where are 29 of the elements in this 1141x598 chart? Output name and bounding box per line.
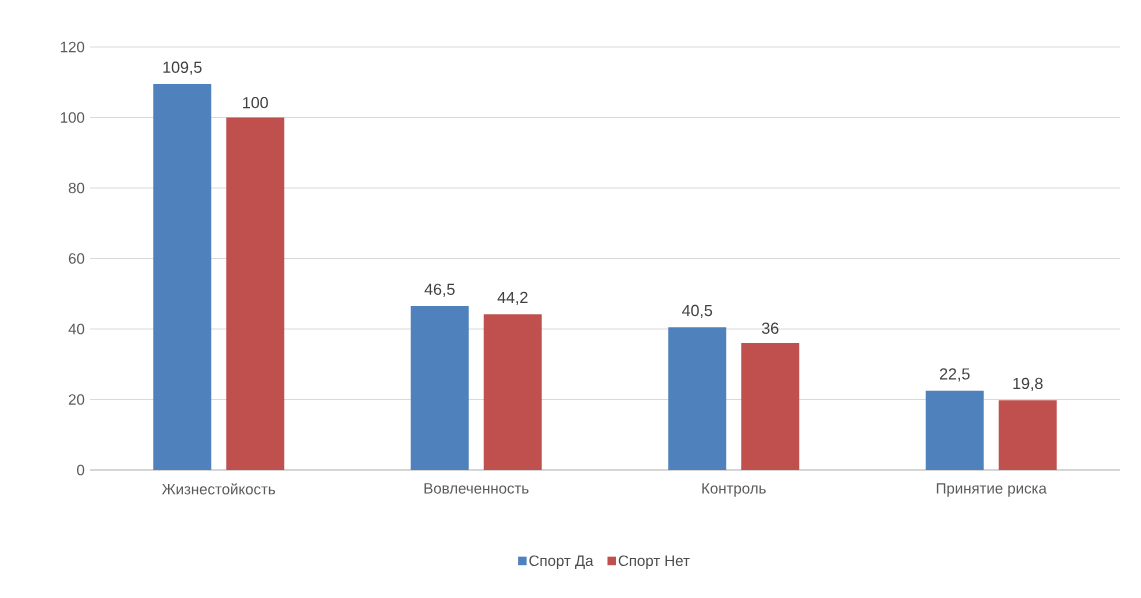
data-label: 22,5 [939,368,970,382]
bar [483,314,542,470]
y-tick-label: 0 [77,464,85,476]
bar [153,84,212,470]
data-label: 109,5 [163,61,202,75]
x-tick-label: Жизнестойкость [162,483,276,495]
y-tick-label: 80 [68,182,85,194]
bar [741,343,800,470]
data-label: 44,2 [497,291,528,305]
bar [925,390,984,470]
y-tick-label: 20 [68,394,85,405]
bar [410,306,469,470]
data-label: 46,5 [424,283,455,297]
y-tick-label: 100 [60,112,85,123]
legend-label: Спорт Нет [618,555,690,570]
x-tick-label: Принятие риска [936,483,1047,497]
y-tick-label: 120 [60,41,85,53]
data-label: 40,5 [682,304,713,319]
y-tick-label: 40 [68,323,85,335]
bar [226,117,285,470]
data-label: 100 [243,96,268,109]
legend-label: Спорт Да [529,555,594,570]
x-tick-label: Контроль [702,483,766,497]
y-tick-label: 60 [68,253,85,264]
bar [998,400,1057,470]
data-label: 19,8 [1013,377,1043,391]
bar [668,327,727,470]
data-label: 36 [761,322,779,334]
x-tick-label: Вовлеченность [424,483,529,494]
